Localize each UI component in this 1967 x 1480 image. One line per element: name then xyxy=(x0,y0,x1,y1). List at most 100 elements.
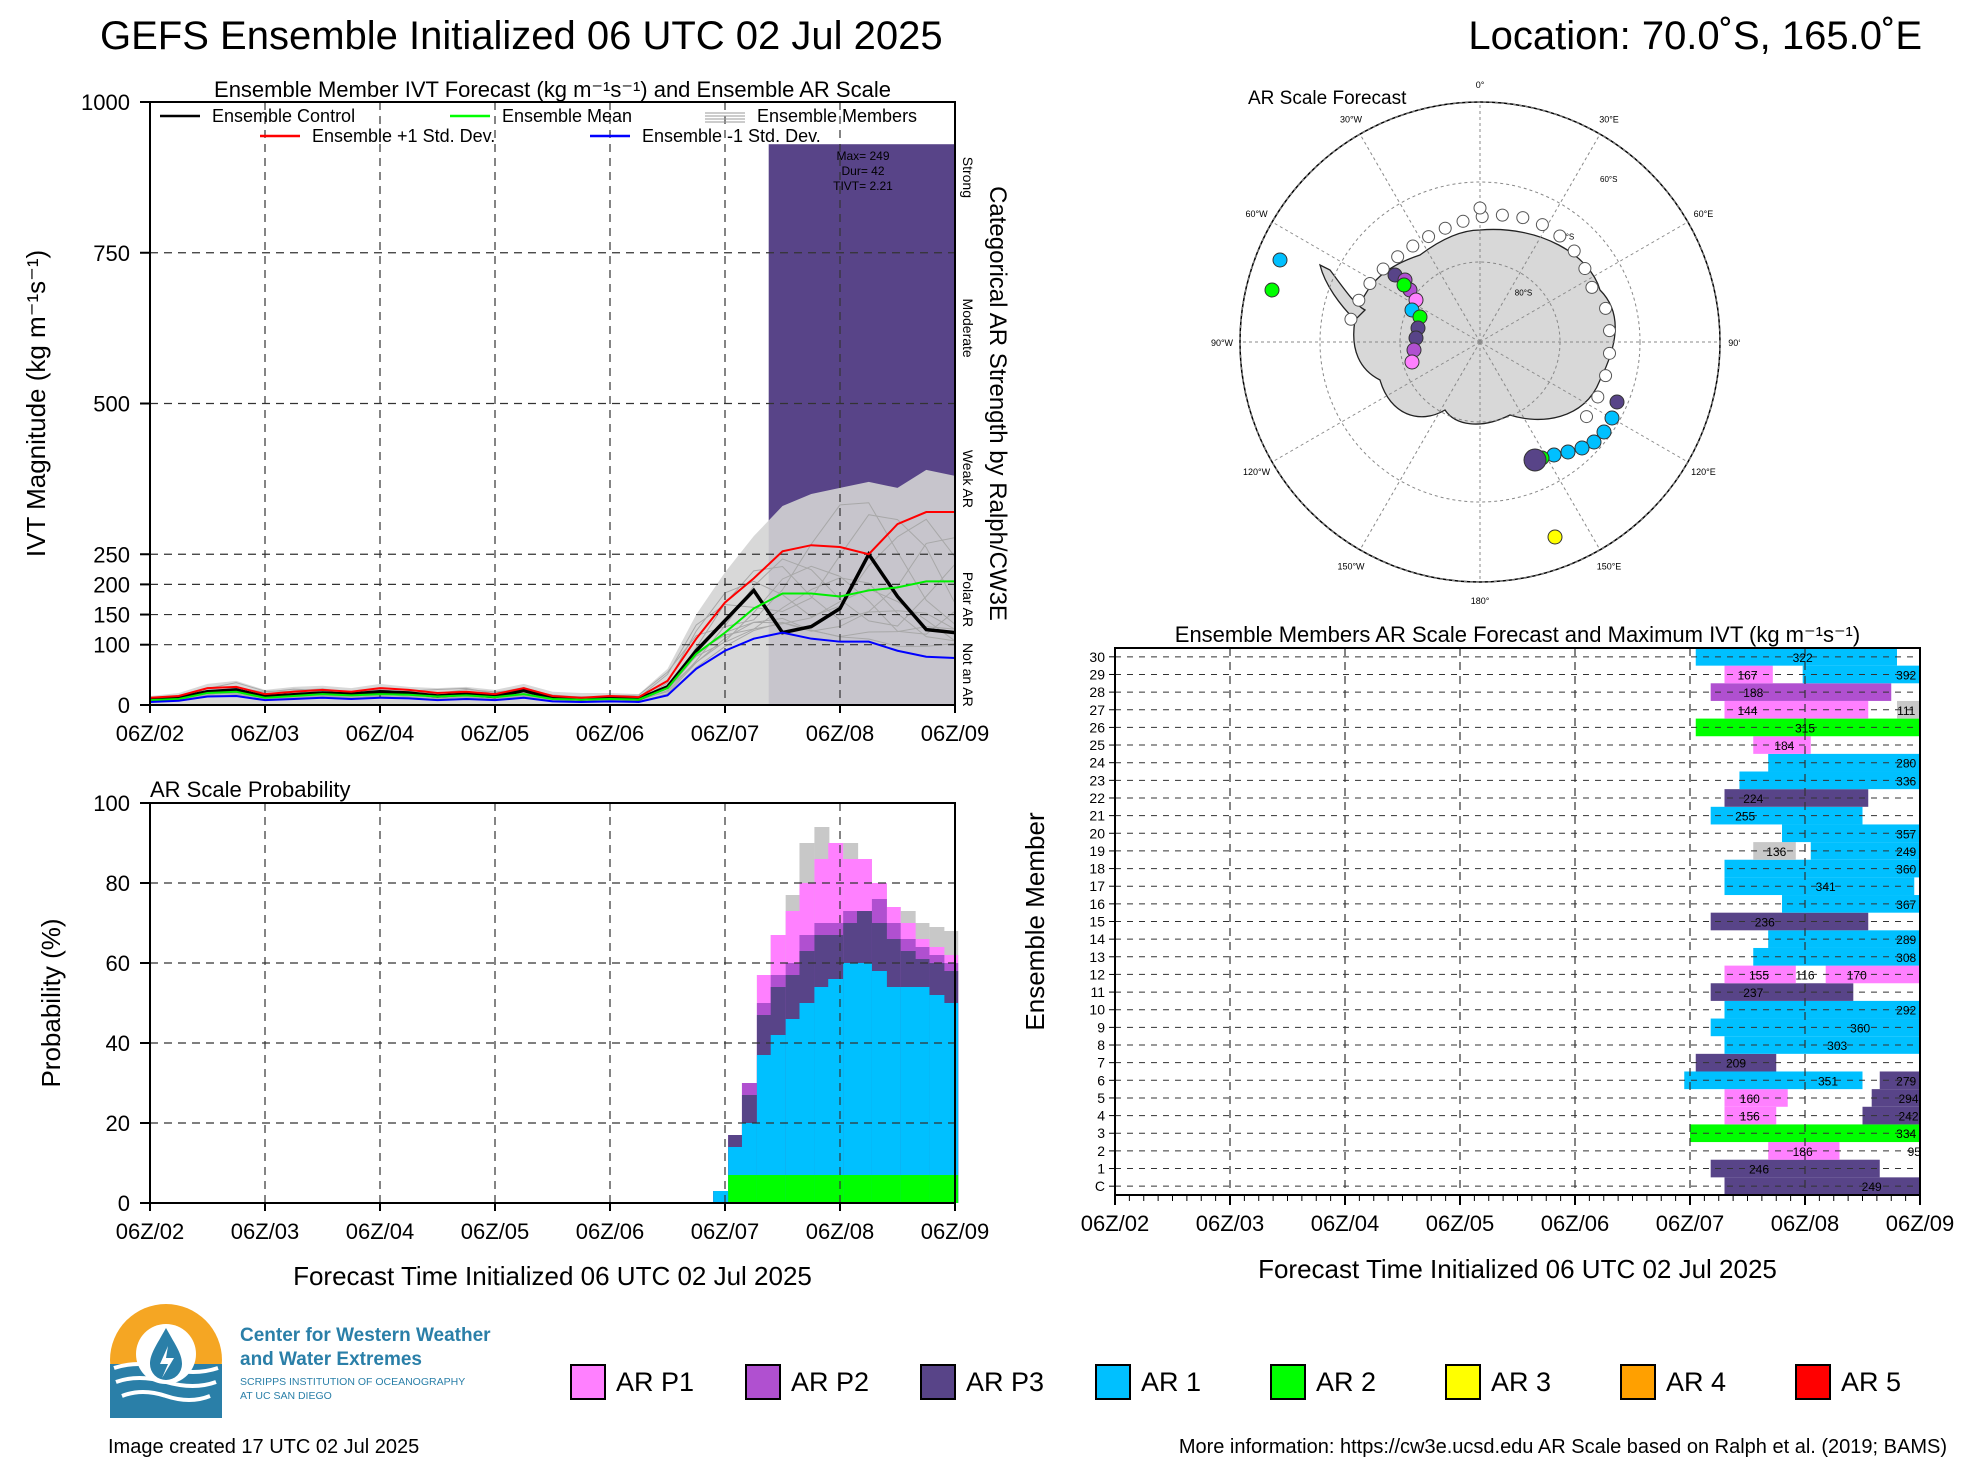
member-label: 16 xyxy=(1089,896,1105,912)
legend-item-arp1: AR P1 xyxy=(570,1362,694,1402)
location-dot-white xyxy=(1456,214,1470,228)
location-dot-white xyxy=(1438,221,1452,235)
x-tick-label: 06Z/09 xyxy=(921,721,990,746)
y-tick-label: 60 xyxy=(106,951,130,976)
location-dot-arp1 xyxy=(1404,354,1420,370)
x-tick-label: 06Z/06 xyxy=(576,721,645,746)
member-bar-arp3 xyxy=(1724,789,1869,807)
location-dot-white xyxy=(1376,262,1390,276)
max-ivt-label: 360 xyxy=(1896,863,1916,877)
series-line xyxy=(149,631,956,703)
location-dot-white xyxy=(1422,230,1436,244)
y-tick-label: 80 xyxy=(106,871,130,896)
legend-item-ar5: AR 5 xyxy=(1795,1362,1901,1402)
location-dot-white xyxy=(1363,276,1377,290)
category-label: Strong xyxy=(960,157,976,198)
member-bar-arp3 xyxy=(1695,1053,1777,1072)
member-bar-arp1 xyxy=(1724,665,1773,684)
max-ivt-label: 336 xyxy=(1896,774,1916,788)
member-bar-ar1 xyxy=(1710,806,1863,825)
location-dot-white xyxy=(1495,208,1509,222)
max-ivt-label: 155 xyxy=(1749,968,1769,982)
prob-bar-ar1 xyxy=(828,979,844,1203)
prob-bar-ar1 xyxy=(900,987,916,1203)
location-dot-white xyxy=(1406,239,1420,253)
location-dot-ar1 xyxy=(1574,440,1590,456)
member-bar-arp3 xyxy=(1710,1159,1880,1178)
prob-bar-ar1 xyxy=(799,1003,815,1203)
member-bar-arp1 xyxy=(1724,965,1796,984)
members-chart-title: Ensemble Members AR Scale Forecast and M… xyxy=(1175,622,1860,647)
max-ivt-label: 242 xyxy=(1898,1110,1918,1124)
member-label: 8 xyxy=(1097,1037,1105,1053)
x-tick-label: 06Z/09 xyxy=(1886,1211,1955,1236)
max-ivt-label: 289 xyxy=(1896,933,1916,947)
location-dot-white xyxy=(1599,301,1613,315)
legend-label: AR 4 xyxy=(1666,1366,1727,1397)
created-timestamp: Image created 17 UTC 02 Jul 2025 xyxy=(108,1436,420,1458)
location-dot-white xyxy=(1603,324,1617,338)
x-tick-label: 06Z/02 xyxy=(116,721,185,746)
legend-swatch xyxy=(920,1364,956,1400)
max-ivt-label: 341 xyxy=(1816,880,1836,894)
max-ivt-label: 95 xyxy=(1908,1145,1922,1159)
logo-line3: SCRIPPS INSTITUTION OF OCEANOGRAPHY xyxy=(240,1376,466,1388)
member-label: 28 xyxy=(1089,684,1105,700)
meridian xyxy=(1479,341,1601,551)
max-ivt-label: 322 xyxy=(1793,651,1813,665)
member-label: 9 xyxy=(1097,1019,1105,1035)
prob-bar-ar2 xyxy=(843,1175,859,1203)
y-axis-label: IVT Magnitude (kg m⁻¹s⁻¹) xyxy=(21,250,51,557)
max-ivt-label: 237 xyxy=(1743,986,1763,1000)
legend-swatch xyxy=(745,1364,781,1400)
category-label: Weak AR xyxy=(960,450,976,508)
x-tick-label: 06Z/03 xyxy=(231,1219,300,1244)
logo-line1: Center for Western Weather xyxy=(240,1325,491,1346)
prob-bar-ar1 xyxy=(885,987,901,1203)
longitude-label: 120°W xyxy=(1243,467,1271,477)
x-tick-label: 06Z/05 xyxy=(461,1219,530,1244)
legend-label: Ensemble -1 Std. Dev. xyxy=(642,126,821,146)
cw3e-logo-icon xyxy=(110,1304,222,1418)
x-tick-label: 06Z/06 xyxy=(576,1219,645,1244)
prob-bar-ar2 xyxy=(929,1175,945,1203)
members-envelope xyxy=(150,469,955,705)
series-line xyxy=(149,580,955,702)
max-ivt-label: 156 xyxy=(1740,1110,1760,1124)
category-label: Not an AR xyxy=(960,643,976,707)
longitude-label: 120°E xyxy=(1691,467,1716,477)
location-dot-white xyxy=(1579,410,1593,424)
prob-bar-ar1 xyxy=(756,1055,772,1203)
legend-item-arp2: AR P2 xyxy=(745,1362,869,1402)
legend-item-ar4: AR 4 xyxy=(1620,1362,1726,1402)
location-dot-white xyxy=(1516,211,1530,225)
legend-swatch xyxy=(1270,1364,1306,1400)
max-ivt-label: 255 xyxy=(1735,810,1755,824)
x-tick-label: 06Z/04 xyxy=(1311,1211,1380,1236)
logo-line2: and Water Extremes xyxy=(240,1349,422,1370)
y-tick-label: 20 xyxy=(106,1111,130,1136)
prob-bar-ar1 xyxy=(914,987,930,1203)
max-ivt-label: 360 xyxy=(1850,1021,1870,1035)
meridian xyxy=(1479,133,1601,343)
max-ivt-label: 116 xyxy=(1795,968,1814,982)
max-ivt-label: 292 xyxy=(1896,1004,1916,1018)
member-label: 15 xyxy=(1089,914,1105,930)
member-label: 22 xyxy=(1089,790,1105,806)
prob-bar-ar2 xyxy=(785,1175,801,1203)
member-label: 19 xyxy=(1089,843,1105,859)
location-dot-arp3 xyxy=(1523,448,1547,472)
member-label: 2 xyxy=(1097,1143,1105,1159)
location-dot-ar2 xyxy=(1264,282,1280,298)
longitude-label: 30°W xyxy=(1340,115,1363,125)
y-tick-label: 150 xyxy=(93,603,130,628)
member-label: 29 xyxy=(1089,666,1105,682)
prob-bar-ar2 xyxy=(828,1175,844,1203)
legend-label: AR 1 xyxy=(1141,1366,1202,1397)
member-bar-gray xyxy=(1753,842,1796,860)
legend-label: Ensemble +1 Std. Dev. xyxy=(312,126,495,146)
longitude-label: 180° xyxy=(1471,596,1490,606)
x-tick-label: 06Z/03 xyxy=(231,721,300,746)
stats-annotation: TIVT= 2.21 xyxy=(833,179,893,193)
y-tick-label: 100 xyxy=(93,633,130,658)
